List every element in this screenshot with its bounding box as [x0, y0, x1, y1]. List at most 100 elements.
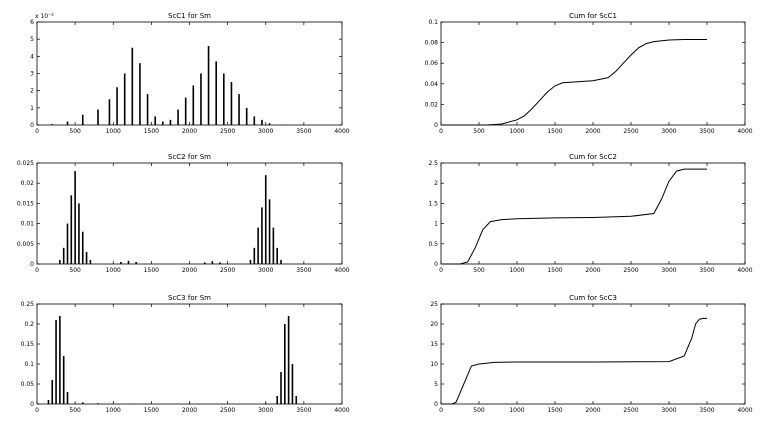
y-tick-label: 0.1: [24, 361, 34, 368]
x-tick-label: 2000: [182, 407, 197, 414]
x-tick-label: 500: [69, 267, 81, 274]
x-tick-label: 3500: [296, 128, 311, 135]
y-tick-label: 0: [434, 401, 438, 408]
chart-title: ScC1 for Sm: [168, 12, 211, 20]
x-tick-label: 4000: [737, 407, 752, 414]
x-tick-label: 3500: [296, 267, 311, 274]
x-tick-label: 2000: [585, 407, 600, 414]
axes-frame: [440, 21, 746, 126]
x-tick-label: 2500: [220, 407, 235, 414]
x-tick-label: 1500: [144, 128, 159, 135]
data-line: [441, 168, 707, 265]
y-tick-label: 0.5: [428, 241, 438, 248]
chart-title: ScC3 for Sm: [168, 294, 211, 302]
x-tick-label: 500: [473, 128, 485, 135]
y-tick-label: 0.04: [425, 81, 439, 88]
x-tick-label: 1500: [547, 267, 562, 274]
y-tick-label: 0.08: [425, 40, 439, 47]
axes-frame: [36, 21, 343, 126]
y-tick-label: 5: [30, 36, 34, 43]
x-tick-label: 1500: [144, 267, 159, 274]
axes-frame: [440, 162, 746, 265]
chart-4: Cum for ScC2 0 500 1000 1500 2000 2500 3000 3500…: [428, 153, 752, 274]
chart-3: ScC2 for Sm 0 500 1000 1500 2000 2500 3000 3500 4…: [17, 153, 350, 274]
x-tick-label: 1000: [106, 267, 121, 274]
y-tick-label: 2.5: [428, 160, 438, 167]
y-tick-label: 2: [30, 88, 34, 95]
x-tick-label: 4000: [334, 128, 349, 135]
y-tick-label: 25: [430, 301, 438, 308]
y-tick-label: 1: [434, 221, 438, 228]
y-tick-label: 0.1: [428, 19, 438, 26]
x-tick-label: 3000: [258, 128, 273, 135]
x-tick-label: 2500: [623, 407, 638, 414]
chart-title: ScC2 for Sm: [168, 153, 211, 161]
y-tick-label: 0.06: [425, 60, 439, 67]
y-tick-label: 0.005: [17, 241, 34, 248]
y-tick-label: 20: [430, 321, 438, 328]
y-tick-label: 0.015: [17, 200, 34, 207]
x-tick-label: 1000: [509, 407, 524, 414]
x-tick-label: 4000: [737, 267, 752, 274]
x-tick-label: 3500: [699, 267, 714, 274]
y-tick-label: 0.02: [21, 180, 35, 187]
y-tick-label: 0.01: [21, 221, 35, 228]
y-tick-label: 0.02: [425, 101, 439, 108]
y-tick-label: 0.025: [17, 160, 34, 167]
x-tick-label: 1500: [547, 128, 562, 135]
chart-title: Cum for ScC3: [569, 294, 617, 302]
y-tick-label: 0.2: [24, 321, 34, 328]
y-tick-label: 1: [30, 105, 34, 112]
y-tick-label: 0: [30, 401, 34, 408]
chart-2: Cum for ScC1 0 500 1000 1500 2000 2500 3000 3500…: [425, 12, 753, 135]
y-tick-label: 0: [434, 122, 438, 129]
x-tick-label: 1000: [509, 128, 524, 135]
y-tick-label: 10: [430, 361, 438, 368]
x-tick-label: 2000: [182, 128, 197, 135]
y-tick-label: 0: [30, 261, 34, 268]
y-tick-label: 5: [434, 381, 438, 388]
y-tick-label: 1.5: [428, 200, 438, 207]
chart-5: ScC3 for Sm 0 500 1000 1500 2000 2500 3000 3500 4…: [21, 294, 350, 414]
x-tick-label: 3500: [699, 128, 714, 135]
x-tick-label: 2500: [623, 128, 638, 135]
x-tick-label: 3000: [661, 407, 676, 414]
y-tick-label: 0: [434, 261, 438, 268]
x-tick-label: 2500: [220, 128, 235, 135]
axis-exponent-label: x 10⁻³: [35, 13, 54, 20]
x-tick-label: 4000: [334, 267, 349, 274]
x-tick-label: 3000: [661, 128, 676, 135]
chart-title: Cum for ScC1: [569, 12, 617, 20]
x-tick-label: 2500: [623, 267, 638, 274]
x-tick-label: 0: [35, 128, 39, 135]
y-tick-label: 0: [30, 122, 34, 129]
x-tick-label: 500: [473, 407, 485, 414]
x-tick-label: 1500: [547, 407, 562, 414]
chart-6: Cum for ScC3 0 500 1000 1500 2000 2500 3000 3500…: [430, 294, 752, 414]
x-tick-label: 2000: [585, 267, 600, 274]
x-tick-label: 3000: [661, 267, 676, 274]
y-tick-label: 3: [30, 71, 34, 78]
y-tick-label: 4: [30, 53, 34, 60]
x-tick-label: 500: [473, 267, 485, 274]
x-tick-label: 0: [35, 407, 39, 414]
x-tick-label: 1500: [144, 407, 159, 414]
x-tick-label: 500: [69, 407, 81, 414]
x-tick-label: 0: [439, 407, 443, 414]
chart-title: Cum for ScC2: [569, 153, 617, 161]
x-tick-label: 3500: [699, 407, 714, 414]
y-tick-label: 15: [430, 341, 438, 348]
axes-frame: [36, 303, 343, 405]
x-tick-label: 4000: [737, 128, 752, 135]
x-tick-label: 3000: [258, 267, 273, 274]
x-tick-label: 1000: [106, 407, 121, 414]
y-tick-label: 6: [30, 19, 34, 26]
data-line: [441, 39, 707, 126]
y-tick-label: 2: [434, 180, 438, 187]
x-tick-label: 0: [35, 267, 39, 274]
x-tick-label: 2500: [220, 267, 235, 274]
x-tick-label: 0: [439, 267, 443, 274]
x-tick-label: 3000: [258, 407, 273, 414]
chart-1: ScC1 for Sm x 10⁻³ 0 500 1000 1500 2000 2500 300…: [30, 12, 350, 135]
